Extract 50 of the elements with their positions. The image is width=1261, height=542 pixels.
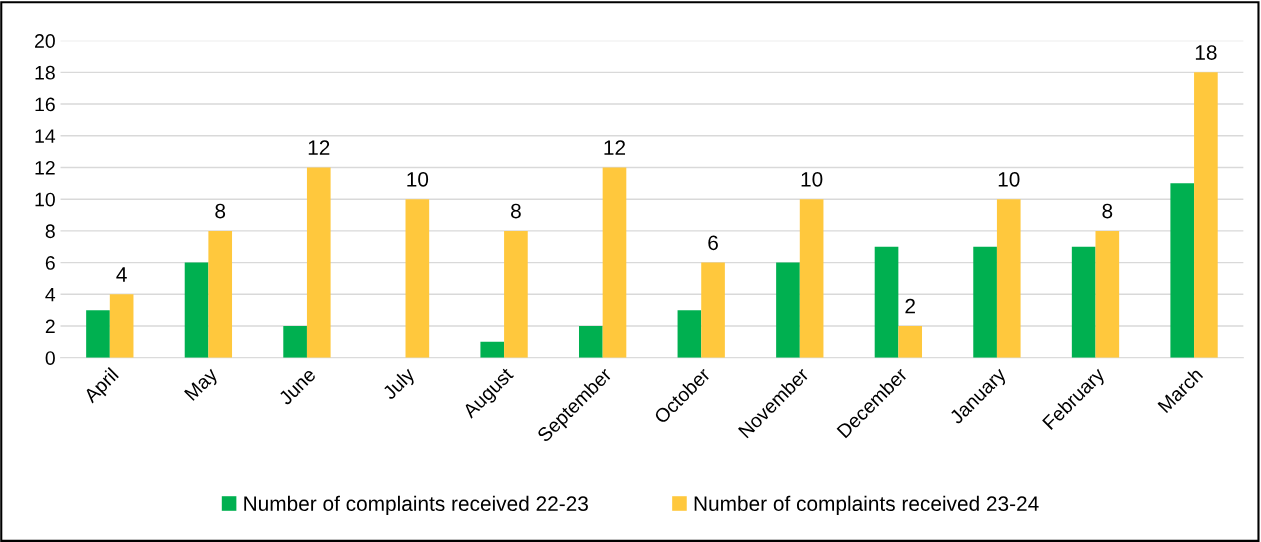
x-tick-label: May [184, 366, 222, 404]
bar [306, 167, 331, 358]
data-label: 10 [998, 171, 1020, 187]
data-label: 8 [215, 203, 226, 219]
bar [480, 341, 505, 358]
legend-label: Number of complaints received 23-24 [694, 495, 1039, 516]
y-tick-label: 20 [35, 34, 55, 48]
bar [208, 230, 233, 358]
data-label: 4 [116, 267, 127, 282]
x-tick-label: July [381, 366, 419, 404]
data-label: 12 [308, 140, 330, 155]
bar [1194, 72, 1218, 358]
bar [579, 326, 603, 358]
data-label: 12 [604, 140, 626, 155]
bar [973, 246, 997, 358]
bar [701, 262, 725, 358]
bar [898, 326, 923, 358]
bar [1170, 183, 1195, 358]
data-label: 2 [905, 298, 915, 314]
y-tick-label: 14 [35, 129, 56, 143]
bar [874, 246, 899, 358]
data-label: 8 [511, 203, 521, 219]
data-label: 6 [708, 235, 718, 251]
y-tick-label: 0 [45, 351, 55, 365]
bar [677, 310, 702, 358]
bar [1071, 246, 1096, 358]
bar [405, 199, 430, 358]
y-tick-label: 8 [45, 224, 55, 239]
data-label: 10 [801, 171, 823, 187]
bar [1095, 230, 1120, 358]
y-tick-label: 18 [35, 65, 55, 80]
data-label: 18 [1195, 45, 1217, 60]
data-label: 10 [407, 171, 429, 187]
y-tick-label: 6 [45, 256, 55, 270]
y-tick-label: 4 [45, 287, 56, 302]
bar [776, 262, 800, 358]
data-label: 8 [1102, 203, 1113, 219]
bar [184, 262, 209, 358]
bar [602, 167, 627, 358]
bar [504, 230, 528, 358]
bar [996, 199, 1021, 358]
bar [799, 199, 824, 358]
legend-label: Number of complaints received 22-23 [244, 495, 588, 516]
y-tick-label: 12 [35, 160, 55, 175]
bar [86, 310, 110, 358]
y-tick-label: 10 [35, 192, 55, 207]
bar [283, 326, 307, 358]
bar [109, 294, 134, 358]
y-tick-label: 16 [35, 97, 55, 112]
y-tick-label: 2 [45, 319, 55, 334]
